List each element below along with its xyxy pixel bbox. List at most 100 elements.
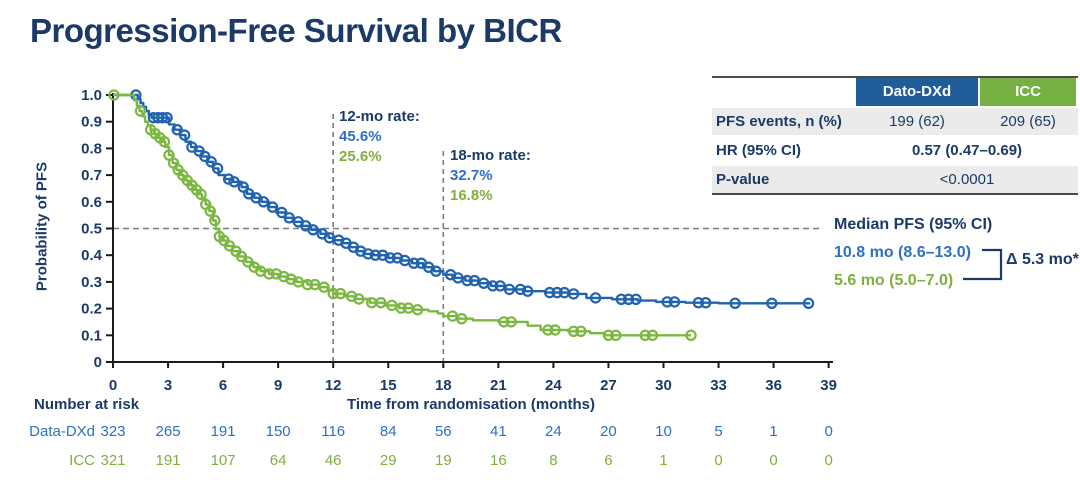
censor-mark (144, 123, 157, 136)
censor-mark (167, 157, 180, 169)
censor-mark (263, 268, 275, 280)
censor-mark (323, 232, 336, 244)
censor-mark (250, 192, 262, 204)
censor-mark (243, 188, 255, 200)
censor-mark (478, 277, 490, 289)
censor-mark (211, 162, 224, 175)
x-tick-label: 9 (274, 377, 282, 394)
censor-mark (355, 245, 367, 257)
page-title: Progression-Free Survival by BICR (30, 12, 562, 49)
table-row-hazard-ratio: HR (95% CI) 0.57 (0.47–0.69) (712, 135, 1078, 164)
median-pfs-icc-value: 5.6 mo (5.0–7.0) (834, 272, 954, 289)
censor-mark (248, 261, 260, 273)
censor-mark (237, 181, 249, 193)
censor-mark (366, 297, 378, 309)
censor-mark (301, 278, 314, 291)
risk-count: 84 (379, 423, 397, 440)
risk-count: 150 (265, 423, 291, 440)
censor-mark (283, 212, 295, 224)
summary-table-header-icc: ICC (978, 78, 1076, 106)
x-tick-label: 21 (490, 377, 507, 394)
censor-mark (154, 131, 166, 144)
risk-count: 1 (769, 423, 778, 440)
risk-count: 56 (434, 423, 452, 440)
x-tick-label: 33 (710, 377, 727, 394)
censor-mark (209, 214, 221, 227)
censor-mark (661, 296, 673, 308)
risk-count: 0 (769, 452, 778, 469)
censor-mark (347, 241, 360, 253)
risk-count: 5 (714, 423, 723, 440)
summary-table-header-row: Dato-DXd ICC (712, 78, 1078, 106)
risk-count: 19 (434, 452, 452, 469)
censor-mark (213, 230, 226, 243)
censor-mark (514, 283, 527, 296)
censor-mark (307, 224, 319, 236)
censor-mark (542, 324, 554, 336)
censor-mark (610, 329, 622, 341)
censor-mark (334, 287, 347, 300)
censor-mark (444, 269, 457, 281)
censor-mark (222, 173, 235, 185)
risk-count: 46 (324, 452, 342, 469)
y-tick-label: 0.2 (81, 301, 102, 318)
rate-12mo-label: 12-mo rate: (339, 108, 420, 125)
censor-mark (199, 150, 211, 163)
y-tick-label: 0.8 (81, 140, 102, 157)
risk-count: 20 (600, 423, 617, 440)
risk-count: 0 (824, 423, 833, 440)
censor-mark (446, 310, 459, 322)
censor-mark (186, 141, 198, 153)
censor-mark (487, 280, 499, 292)
censor-mark (402, 302, 415, 314)
censor-mark (362, 248, 374, 260)
censor-mark (147, 111, 160, 124)
risk-count: 41 (490, 423, 507, 440)
censor-mark (615, 293, 628, 305)
median-pfs-dato-value: 10.8 mo (8.6–13.0) (834, 244, 971, 261)
y-tick-label: 0.6 (81, 194, 102, 211)
censor-mark (549, 324, 561, 336)
censor-mark (802, 297, 815, 309)
censor-mark (228, 176, 240, 188)
censor-mark (176, 169, 189, 181)
censor-mark (391, 252, 404, 264)
risk-count: 0 (824, 452, 833, 469)
risk-count: 29 (379, 452, 397, 469)
risk-count: 1 (659, 452, 668, 469)
x-tick-label: 15 (380, 377, 397, 394)
censor-mark (199, 198, 212, 211)
risk-count: 191 (210, 423, 236, 440)
censor-mark (255, 265, 267, 277)
censor-mark (161, 111, 173, 124)
censor-mark (278, 270, 290, 283)
x-tick-label: 3 (164, 377, 172, 394)
rate-12mo-dato-value: 45.6% (339, 128, 382, 145)
censor-mark (411, 304, 424, 316)
risk-count: 107 (210, 452, 236, 469)
censor-mark (193, 145, 205, 157)
censor-mark (223, 240, 236, 252)
censor-mark (205, 156, 217, 168)
censor-mark (195, 188, 207, 200)
censor-mark (399, 254, 411, 267)
risk-count: 24 (545, 423, 562, 440)
censor-mark (668, 296, 681, 308)
censor-mark (494, 280, 506, 292)
censor-mark (456, 313, 468, 325)
x-tick-label: 36 (765, 377, 782, 394)
censor-mark (375, 297, 387, 309)
censor-mark (292, 276, 304, 288)
censor-mark (369, 249, 382, 261)
risk-count: 323 (100, 423, 126, 440)
censor-mark (276, 206, 288, 219)
censor-mark (408, 257, 420, 269)
y-tick-label: 0.4 (81, 247, 103, 264)
y-tick-label: 0.9 (81, 114, 102, 131)
censor-mark (622, 293, 635, 305)
censor-mark (503, 283, 516, 296)
censor-mark (646, 329, 659, 341)
censor-mark (270, 268, 282, 280)
censor-mark (602, 329, 615, 341)
x-tick-label: 0 (109, 377, 117, 394)
